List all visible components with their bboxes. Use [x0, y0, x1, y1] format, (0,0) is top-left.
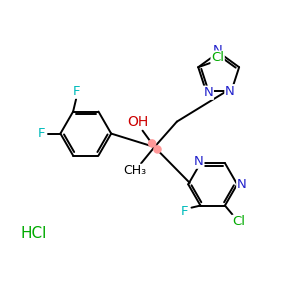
Text: F: F — [180, 205, 188, 218]
Text: Cl: Cl — [211, 51, 224, 64]
Text: N: N — [212, 44, 222, 57]
Circle shape — [154, 146, 161, 153]
Text: HCl: HCl — [20, 226, 47, 241]
Text: N: N — [204, 86, 213, 99]
Text: OH: OH — [128, 115, 149, 129]
Text: CH₃: CH₃ — [124, 164, 147, 177]
Text: N: N — [237, 178, 247, 191]
Text: N: N — [194, 155, 204, 168]
Text: F: F — [72, 85, 80, 98]
Text: Cl: Cl — [232, 215, 245, 229]
Text: N: N — [225, 85, 235, 98]
Circle shape — [148, 140, 156, 147]
Text: F: F — [38, 127, 46, 140]
